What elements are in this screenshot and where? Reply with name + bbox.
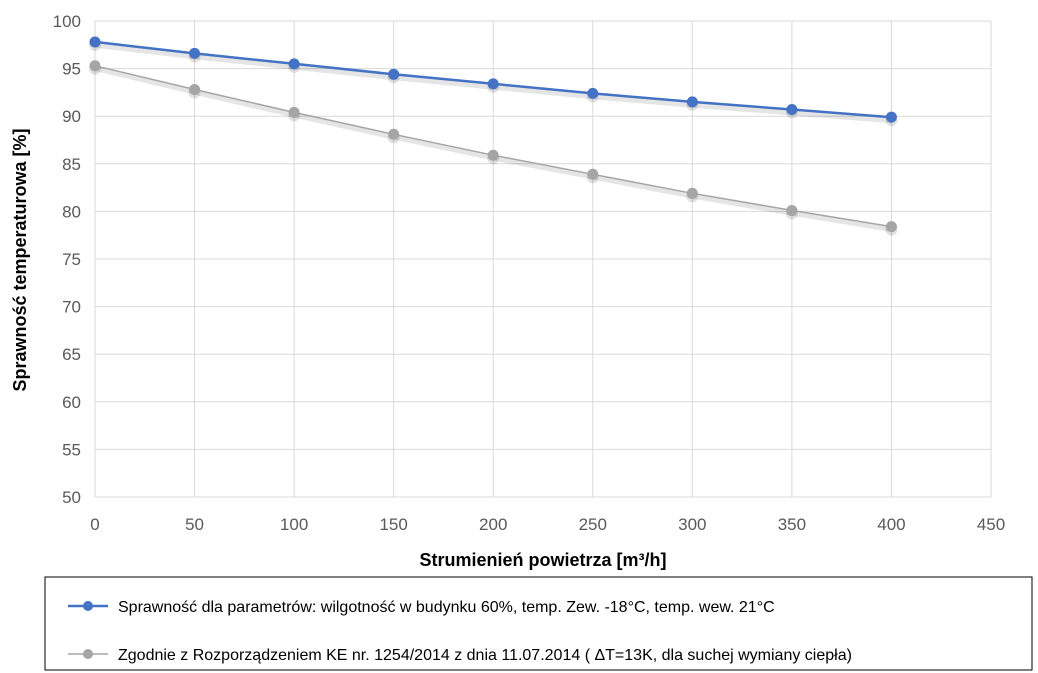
data-point	[89, 60, 101, 72]
data-point	[786, 204, 798, 216]
y-tick-label: 80	[62, 202, 81, 221]
y-tick-label: 65	[62, 345, 81, 364]
data-point	[189, 47, 201, 59]
series-line-shadow	[95, 66, 893, 233]
data-point	[89, 36, 101, 48]
x-tick-label: 450	[977, 515, 1005, 534]
tick-labels: 50 55 60 65 70 75 80 85 90 95 100 0 50 100 150 200 250 30…	[53, 12, 1006, 534]
legend-marker-gray	[83, 649, 93, 659]
y-tick-label: 50	[62, 488, 81, 507]
data-point	[885, 111, 897, 123]
legend-marker-blue	[83, 601, 93, 611]
data-point	[288, 106, 300, 118]
series-1	[89, 60, 898, 236]
data-point	[189, 84, 201, 96]
data-point	[288, 58, 300, 70]
data-point	[487, 149, 499, 161]
y-tick-label: 60	[62, 393, 81, 412]
y-tick-label: 85	[62, 155, 81, 174]
legend-item-gray: Zgodnie z Rozporządzeniem KE nr. 1254/20…	[68, 647, 852, 664]
x-axis-title: Strumienień powietrza [m³/h]	[419, 550, 666, 570]
series-lines	[89, 36, 898, 236]
data-point	[587, 87, 599, 99]
x-tick-label: 0	[90, 515, 99, 534]
y-tick-label: 95	[62, 60, 81, 79]
x-tick-label: 100	[280, 515, 308, 534]
series-0	[89, 36, 898, 127]
x-tick-label: 300	[678, 515, 706, 534]
legend-label-gray: Zgodnie z Rozporządzeniem KE nr. 1254/20…	[118, 647, 852, 664]
data-point	[686, 187, 698, 199]
x-tick-label: 250	[579, 515, 607, 534]
data-point	[786, 104, 798, 116]
y-axis-title: Sprawność temperaturowa [%]	[10, 128, 30, 391]
legend: Sprawność dla parametrów: wilgotność w b…	[44, 576, 1033, 671]
data-point	[587, 168, 599, 180]
y-tick-label: 70	[62, 298, 81, 317]
y-tick-label: 100	[53, 12, 81, 31]
data-point	[686, 96, 698, 108]
x-tick-label: 50	[185, 515, 204, 534]
y-tick-label: 75	[62, 250, 81, 269]
x-tick-label: 350	[778, 515, 806, 534]
y-tick-label: 55	[62, 440, 81, 459]
x-tick-label: 200	[479, 515, 507, 534]
legend-item-blue: Sprawność dla parametrów: wilgotność w b…	[68, 599, 775, 616]
legend-label-blue: Sprawność dla parametrów: wilgotność w b…	[118, 599, 775, 616]
x-tick-label: 150	[379, 515, 407, 534]
data-point	[885, 221, 897, 233]
gridlines	[94, 20, 992, 498]
legend-frame	[44, 576, 1033, 671]
x-tick-label: 400	[877, 515, 905, 534]
data-point	[388, 68, 400, 80]
data-point	[487, 78, 499, 90]
data-point	[388, 128, 400, 140]
y-tick-label: 90	[62, 107, 81, 126]
